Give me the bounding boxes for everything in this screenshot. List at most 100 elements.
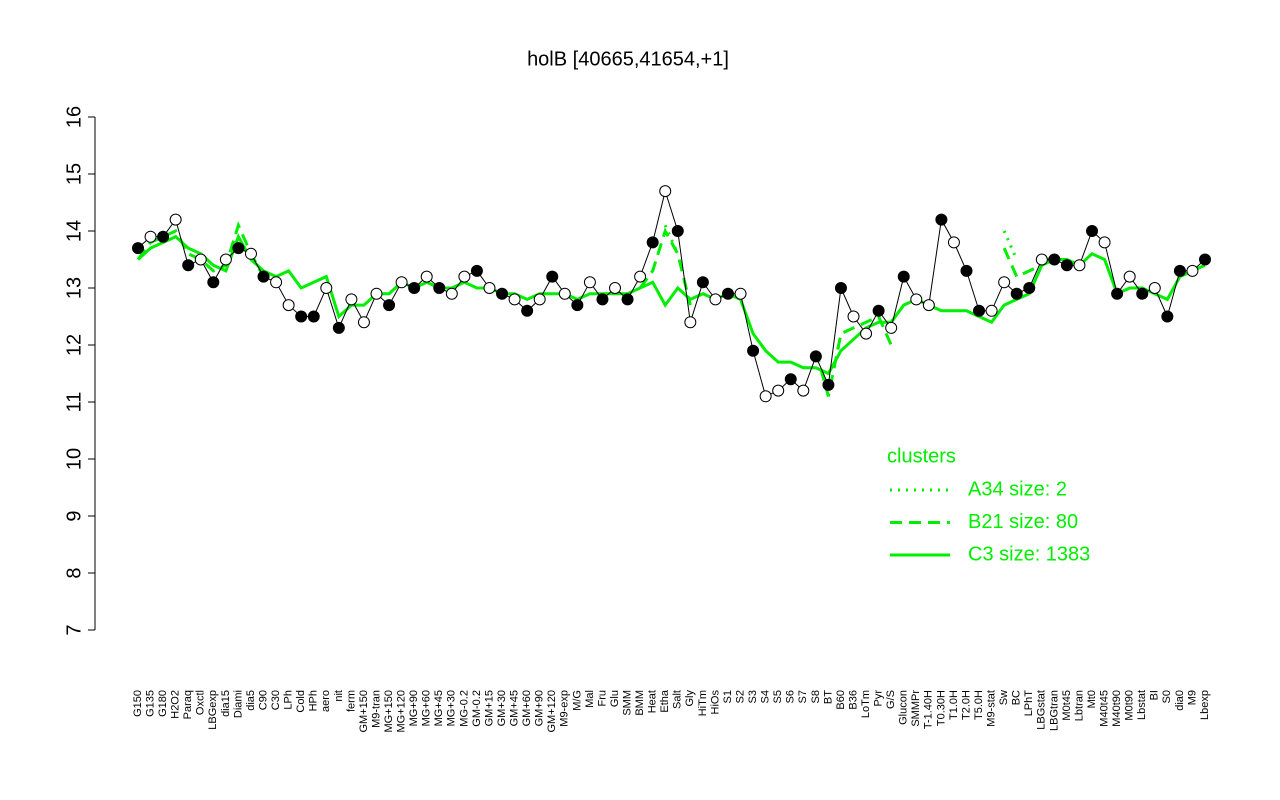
data-point (1123, 270, 1136, 283)
data-point (383, 299, 396, 312)
data-point (734, 287, 747, 300)
data-point (822, 378, 835, 391)
x-tick-label: Mal (584, 690, 596, 708)
y-tick-label: 11 (63, 392, 85, 413)
y-tick-label: 10 (63, 448, 85, 470)
y-tick-label: 15 (63, 163, 85, 185)
data-point (395, 276, 408, 289)
cluster-line (136, 233, 1206, 376)
x-tick-label: HiTm (697, 690, 709, 716)
x-tick-label: S5 (772, 690, 784, 703)
data-point (533, 293, 546, 306)
x-tick-label: MG+120 (396, 690, 408, 733)
x-tick-label: M9-exp (559, 690, 571, 727)
x-tick-label: Cold (295, 690, 307, 713)
x-tick-label: GM+150 (358, 690, 370, 733)
data-point (985, 304, 998, 317)
x-tick-label: Salt (672, 690, 684, 709)
legend-label: C3 size: 1383 (968, 543, 1090, 565)
x-tick-label: SMM (621, 690, 633, 716)
data-point (646, 236, 659, 249)
data-point (659, 185, 672, 198)
x-tick-label: M40t90 (1111, 690, 1123, 727)
x-tick-label: LBGexp (207, 690, 219, 730)
x-tick-label: dia5 (245, 690, 257, 711)
data-point (583, 276, 596, 289)
x-tick-label: BMM (634, 690, 646, 716)
data-point (609, 282, 622, 294)
data-point (696, 276, 709, 289)
x-tick-label: Paraq (182, 690, 194, 719)
x-tick-label: T1.0H (948, 690, 960, 720)
x-tick-label: Mt0 (1086, 690, 1098, 708)
legend-label: B21 size: 80 (968, 511, 1078, 533)
x-tick-label: GM-0.2 (471, 690, 483, 727)
data-point (295, 310, 308, 323)
x-tick-label: LoTm (860, 690, 872, 718)
chart-title: holB [40665,41654,+1] (527, 48, 729, 70)
legend-label: A34 size: 2 (968, 478, 1067, 500)
x-tick-label: S0 (1161, 690, 1173, 703)
x-tick-label: S7 (797, 690, 809, 703)
x-tick-label: dia15 (220, 690, 232, 717)
x-tick-label: GM+60 (521, 690, 533, 726)
data-point (922, 299, 935, 312)
x-tick-label: MG+45 (433, 690, 445, 726)
x-tick-label: S4 (760, 690, 772, 703)
y-tick-label: 7 (63, 624, 85, 635)
data-point (1186, 264, 1199, 277)
data-point (496, 287, 509, 300)
data-point (634, 270, 647, 283)
data-point (772, 384, 785, 397)
x-tick-label: MG+90 (408, 690, 420, 726)
data-point (445, 287, 458, 300)
x-tick-label: S1 (722, 690, 734, 703)
x-tick-label: H2O2 (170, 690, 182, 719)
x-tick-label: GM+45 (508, 690, 520, 726)
data-point (935, 213, 948, 226)
x-tick-label: B60 (835, 690, 847, 710)
cluster-line (136, 221, 1056, 397)
x-tick-label: Heat (647, 690, 659, 713)
x-tick-label: MG+60 (421, 690, 433, 726)
data-point (1199, 253, 1211, 266)
legend-title: clusters (887, 445, 956, 467)
data-point (897, 270, 910, 283)
data-point (596, 293, 609, 306)
x-tick-label: MG+30 (446, 690, 458, 726)
data-point (885, 321, 898, 334)
data-point (332, 321, 345, 334)
data-point (282, 299, 295, 312)
x-tick-label: Etha (659, 689, 671, 713)
data-point (169, 213, 182, 226)
data-point (1086, 225, 1099, 237)
x-tick-label: M0t90 (1124, 690, 1136, 721)
x-tick-label: G/S (885, 690, 897, 709)
x-tick-label: S8 (810, 690, 822, 703)
data-point (1161, 310, 1174, 323)
data-point (910, 293, 923, 306)
data-point (1010, 287, 1023, 300)
data-point (1048, 253, 1061, 266)
data-point (1060, 259, 1073, 272)
x-tick-label: Sw (998, 690, 1010, 705)
x-tick-label: Lbexp (1199, 690, 1211, 720)
data-point (521, 304, 534, 317)
data-point (558, 287, 571, 300)
data-point (144, 230, 157, 243)
y-tick-label: 13 (63, 277, 85, 299)
data-line (137, 189, 1206, 397)
data-point (671, 225, 684, 237)
y-tick-label: 9 (63, 510, 85, 521)
x-tick-label: Diami (232, 690, 244, 718)
x-tick-label: HiOs (709, 690, 721, 715)
data-point (747, 344, 760, 357)
x-tick-label: SMMPr (910, 690, 922, 727)
data-point (508, 293, 521, 306)
x-tick-label: G180 (157, 690, 169, 717)
data-point (132, 242, 144, 255)
x-tick-label: M0t45 (1061, 690, 1073, 721)
data-point (458, 270, 471, 283)
cluster-line (663, 224, 1019, 261)
